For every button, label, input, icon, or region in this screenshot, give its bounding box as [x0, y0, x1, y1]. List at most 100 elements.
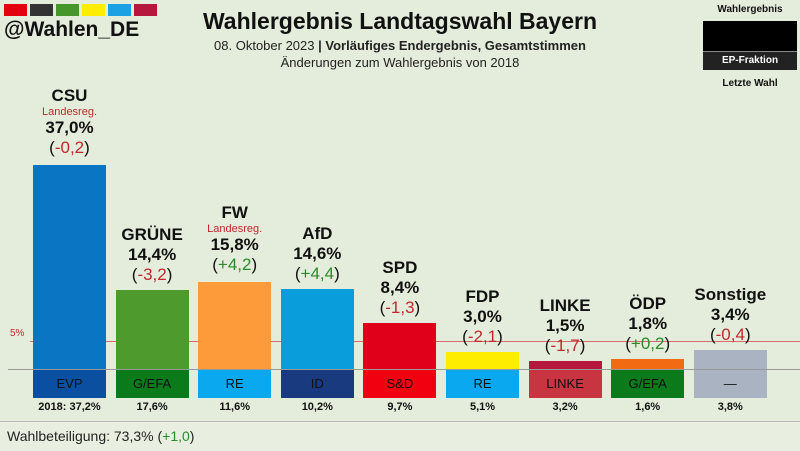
- ep-group-6: LINKE: [528, 370, 602, 398]
- previous-result-2: 11,6%: [219, 401, 250, 413]
- bar-label-1: GRÜNE 14,4% (-3,2): [107, 225, 197, 285]
- bar-8: [693, 350, 767, 369]
- bar-7: [611, 359, 685, 369]
- legend-result-swatch: [703, 21, 797, 51]
- bar-label-4: SPD 8,4% (-1,3): [355, 258, 445, 318]
- ep-group-3: ID: [280, 370, 354, 398]
- legend-last: Letzte Wahl: [722, 78, 778, 89]
- vote-share: 14,6%: [293, 243, 342, 263]
- bar-label-2: FW Landesreg. 15,8% (+4,2): [190, 203, 280, 275]
- bar-2: [198, 281, 272, 369]
- party-name: LINKE: [539, 295, 591, 315]
- logo-color-block: [56, 4, 79, 16]
- party-name: GRÜNE: [121, 224, 183, 244]
- previous-result-6: 3,2%: [552, 401, 578, 413]
- previous-prefix: 2018:: [38, 401, 70, 413]
- party-name: ÖDP: [629, 294, 667, 314]
- ep-group-1: G/EFA: [115, 370, 189, 398]
- bar-4: [363, 322, 437, 369]
- party-name: Sonstige: [694, 285, 767, 305]
- threshold-label: 5%: [10, 328, 25, 340]
- vote-share: 8,4%: [380, 277, 420, 297]
- change-value: (-1,3): [379, 297, 421, 317]
- bar-label-6: LINKE 1,5% (-1,7): [520, 296, 610, 356]
- party-name: FW: [221, 202, 248, 222]
- ep-group-4: S&D: [363, 370, 437, 398]
- previous-result-3: 10,2%: [301, 401, 333, 413]
- separator: |: [318, 38, 322, 53]
- change-number: -0,4: [715, 325, 745, 345]
- date: 08. Oktober 2023: [214, 38, 315, 53]
- legend-result: Wahlergebnis: [717, 4, 783, 15]
- previous-result-4: 9,7%: [387, 401, 413, 413]
- change-value: (-0,2): [49, 138, 90, 158]
- bar-6: [528, 360, 602, 369]
- change-number: +4,2: [217, 254, 252, 274]
- subtitle-bold: Vorläufiges Endergebnis, Gesamtstimmen: [325, 38, 586, 53]
- vote-share: 15,8%: [210, 234, 259, 254]
- change-number: -1,3: [385, 297, 415, 317]
- legend-ep: EP-Fraktion: [703, 51, 797, 70]
- turnout-change: +1,0: [162, 428, 190, 444]
- vote-share: 1,5%: [545, 315, 585, 335]
- bar-label-5: FDP 3,0% (-2,1): [438, 287, 528, 347]
- logo-color-block: [82, 4, 105, 16]
- change-value: (+4,2): [212, 254, 258, 274]
- twitter-handle: @Wahlen_DE: [4, 18, 140, 41]
- change-number: -2,1: [467, 327, 498, 347]
- vote-share: 1,8%: [628, 314, 668, 334]
- party-name: FDP: [465, 287, 500, 307]
- change-value: (+0,2): [625, 334, 671, 354]
- bar-label-8: Sonstige 3,4% (-0,4): [685, 285, 775, 345]
- change-value: (-0,4): [709, 325, 751, 345]
- ep-group-0: EVP: [33, 370, 106, 398]
- previous-result-1: 17,6%: [136, 401, 168, 413]
- change-number: -1,7: [550, 335, 580, 355]
- logo-color-block: [30, 4, 53, 16]
- vote-share: 14,4%: [127, 244, 177, 264]
- footer: Wahlbeteiligung: 73,3% (+1,0): [0, 421, 800, 451]
- previous-result-0: 2018: 37,2%: [23, 401, 116, 413]
- change-number: +0,2: [630, 334, 665, 354]
- change-number: -0,2: [54, 138, 85, 158]
- bar-5: [446, 352, 519, 369]
- change-value: (+4,4): [294, 263, 340, 283]
- party-name: AfD: [302, 223, 333, 243]
- logo-color-strip: [4, 4, 157, 16]
- party-name: SPD: [382, 257, 418, 277]
- change-number: -3,2: [137, 264, 167, 284]
- previous-value: 37,2%: [69, 401, 101, 413]
- vote-share: 3,4%: [710, 305, 750, 325]
- government-note: Landesreg.: [41, 106, 98, 119]
- baseline: [8, 369, 800, 370]
- vote-share: 37,0%: [45, 118, 94, 138]
- vote-share: 3,0%: [463, 307, 502, 327]
- bar-1: [115, 289, 189, 369]
- previous-result-5: 5,1%: [469, 401, 496, 413]
- government-note: Landesreg.: [207, 222, 263, 235]
- ep-group-8: —: [693, 370, 767, 398]
- change-number: +4,4: [300, 263, 335, 283]
- legend: Wahlergebnis EP-Fraktion Letzte Wahl: [703, 4, 797, 89]
- chart-title: Wahlergebnis Landtagswahl Bayern: [202, 8, 598, 34]
- previous-result-8: 3,8%: [717, 401, 743, 413]
- ep-group-2: RE: [198, 370, 272, 398]
- bar-label-0: CSU Landesreg. 37,0% (-0,2): [25, 86, 115, 158]
- subtitle: 08. Oktober 2023 | Vorläufiges Endergebn…: [0, 38, 800, 53]
- subtitle-changes: Änderungen zum Wahlergebnis von 2018: [280, 55, 520, 70]
- bar-3: [280, 288, 354, 369]
- ep-group-7: G/EFA: [611, 370, 685, 398]
- bar-label-3: AfD 14,6% (+4,4): [272, 224, 362, 284]
- party-name: CSU: [51, 86, 88, 106]
- change-value: (-3,2): [131, 264, 173, 284]
- turnout-label: Wahlbeteiligung: 73,3% (: [7, 428, 163, 444]
- previous-result-7: 1,6%: [635, 401, 661, 413]
- change-value: (-1,7): [544, 335, 586, 355]
- bar-label-7: ÖDP 1,8% (+0,2): [603, 294, 693, 354]
- bar-0: [33, 165, 106, 369]
- turnout-close: ): [189, 428, 195, 444]
- logo-color-block: [134, 4, 157, 16]
- logo-color-block: [108, 4, 131, 16]
- change-value: (-2,1): [462, 327, 503, 347]
- logo-color-block: [4, 4, 27, 16]
